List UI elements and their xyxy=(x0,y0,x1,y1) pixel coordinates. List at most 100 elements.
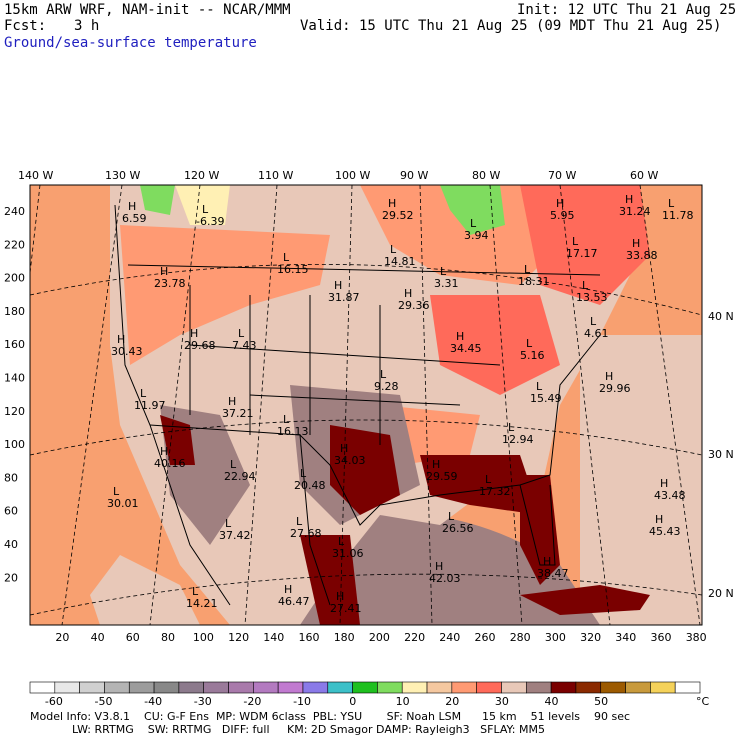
color-scale-swatch xyxy=(451,681,477,694)
latitude-label: 20 N xyxy=(708,587,734,600)
grid-x-label: 100 xyxy=(193,631,214,644)
longitude-label: 120 W xyxy=(184,169,219,182)
extremum-value: 29.36 xyxy=(398,299,430,312)
extremum-value: 7.43 xyxy=(232,339,257,352)
extremum-value: 4.61 xyxy=(584,327,609,340)
extremum-letter: H xyxy=(625,193,633,206)
color-scale-swatch xyxy=(501,681,527,694)
model-info-line2: LW: RRTMG SW: RRTMG DIFF: full KM: 2D Sm… xyxy=(30,723,545,736)
color-scale-swatch xyxy=(277,681,304,694)
extremum-letter: L xyxy=(202,203,209,216)
color-scale-swatch xyxy=(104,681,130,694)
extremum-value: 11.97 xyxy=(134,399,166,412)
color-scale-labels: -60 -50 -40 -30 -20 -10 0 10 20 30 40 50 xyxy=(45,695,608,708)
extremum-value: 43.48 xyxy=(654,489,686,502)
extremum-letter: L xyxy=(238,327,245,340)
grid-x-label: 360 xyxy=(651,631,672,644)
extremum-letter: L xyxy=(338,535,345,548)
map-field xyxy=(30,185,702,625)
grid-x-label: 60 xyxy=(126,631,140,644)
grid-x-label: 120 xyxy=(228,631,249,644)
extremum-value: 13.53 xyxy=(576,291,608,304)
color-scale-swatch xyxy=(253,681,279,694)
color-scale-swatch xyxy=(377,681,403,694)
extremum-letter: L xyxy=(572,235,579,248)
color-scale-tick: -10 xyxy=(293,695,311,708)
latitude-label: 40 N xyxy=(708,310,734,323)
extremum-value: 31.24 xyxy=(619,205,651,218)
color-scale-swatch xyxy=(550,681,577,694)
extremum-value: 5.95 xyxy=(550,209,575,222)
extremum-letter: L xyxy=(113,485,120,498)
extremum-letter: L xyxy=(380,368,387,381)
grid-y-label: 60 xyxy=(4,505,18,518)
extremum-value: 16.15 xyxy=(277,263,309,276)
longitude-label: 90 W xyxy=(400,169,428,182)
color-scale-swatch xyxy=(128,681,155,694)
grid-y-label: 20 xyxy=(4,571,18,584)
extremum-letter: H xyxy=(388,197,396,210)
extremum-letter: L xyxy=(582,279,589,292)
latitude-label: 30 N xyxy=(708,448,734,461)
color-scale-swatch xyxy=(203,681,229,694)
model-title: 15km ARW WRF, NAM-init -- NCAR/MMM xyxy=(4,2,291,18)
color-scale-swatch xyxy=(625,681,651,694)
extremum-value: 20.48 xyxy=(294,479,326,492)
extremum-value: 33.88 xyxy=(626,249,658,262)
color-scale-swatch xyxy=(54,681,80,694)
color-scale-tick: -60 xyxy=(45,695,63,708)
graticule xyxy=(30,185,702,625)
color-scale-tick: 50 xyxy=(594,695,608,708)
extremum-letter: L xyxy=(192,585,199,598)
extremum-value: 22.94 xyxy=(224,470,256,483)
color-scale-swatch xyxy=(302,681,329,694)
grid-y-label: 100 xyxy=(4,438,25,451)
extremum-value: 31.06 xyxy=(332,547,364,560)
color-scale-swatch xyxy=(525,681,552,694)
color-scale-swatch xyxy=(79,681,105,694)
extremum-value: 12.94 xyxy=(502,433,534,446)
extremum-letter: L xyxy=(283,251,290,264)
color-scale-tick: 20 xyxy=(445,695,459,708)
extremum-value: 27.68 xyxy=(290,527,322,540)
extremum-letter: L xyxy=(508,421,515,434)
extremum-value: 3.31 xyxy=(434,277,459,290)
longitude-label: 130 W xyxy=(105,169,140,182)
extremum-value: 27.41 xyxy=(330,602,362,615)
extremum-value: 9.28 xyxy=(374,380,399,393)
grid-x-label: 260 xyxy=(475,631,496,644)
axis-labels: 140 W 130 W 120 W 110 W 100 W 90 W 80 W 70 W 60 … xyxy=(4,169,734,644)
color-scale-swatch xyxy=(29,681,56,694)
color-scale-boxes xyxy=(29,681,701,694)
color-scale-tick: -30 xyxy=(194,695,212,708)
extremum-letter: L xyxy=(390,243,397,256)
temperature-map: H6.59L-6.39H29.52L3.94H5.95H31.24L11.78L… xyxy=(4,169,734,644)
extremum-value: 34.45 xyxy=(450,342,482,355)
extremum-value: 29.59 xyxy=(426,470,458,483)
grid-x-label: 340 xyxy=(615,631,636,644)
extremum-letter: H xyxy=(160,265,168,278)
grid-x-label: 80 xyxy=(161,631,175,644)
extremum-value: 17.32 xyxy=(479,485,511,498)
grid-x-label: 320 xyxy=(580,631,601,644)
extremum-value: 26.56 xyxy=(442,522,474,535)
longitude-label: 80 W xyxy=(472,169,500,182)
extremum-letter: H xyxy=(160,445,168,458)
extremum-value: 23.78 xyxy=(154,277,186,290)
grid-y-label: 220 xyxy=(4,238,25,251)
grid-y-label: 40 xyxy=(4,538,18,551)
extremum-letter: H xyxy=(128,200,136,213)
longitude-label: 70 W xyxy=(548,169,576,182)
extremum-value: 38.47 xyxy=(537,567,569,580)
extremum-letter: L xyxy=(230,458,237,471)
valid-time: Valid: 15 UTC Thu 21 Aug 25 (09 MDT Thu … xyxy=(300,18,722,34)
grid-x-label: 20 xyxy=(55,631,69,644)
model-info-line1: Model Info: V3.8.1 CU: G-F Ens MP: WDM 6… xyxy=(30,710,631,723)
color-scale-swatch xyxy=(228,681,254,694)
color-scale-swatch xyxy=(575,681,602,694)
extremum-value: 42.03 xyxy=(429,572,461,585)
grid-x-label: 280 xyxy=(510,631,531,644)
extremum-value: 40.16 xyxy=(154,457,186,470)
extremum-value: 18.31 xyxy=(518,275,550,288)
extremum-letter: H xyxy=(228,395,236,408)
